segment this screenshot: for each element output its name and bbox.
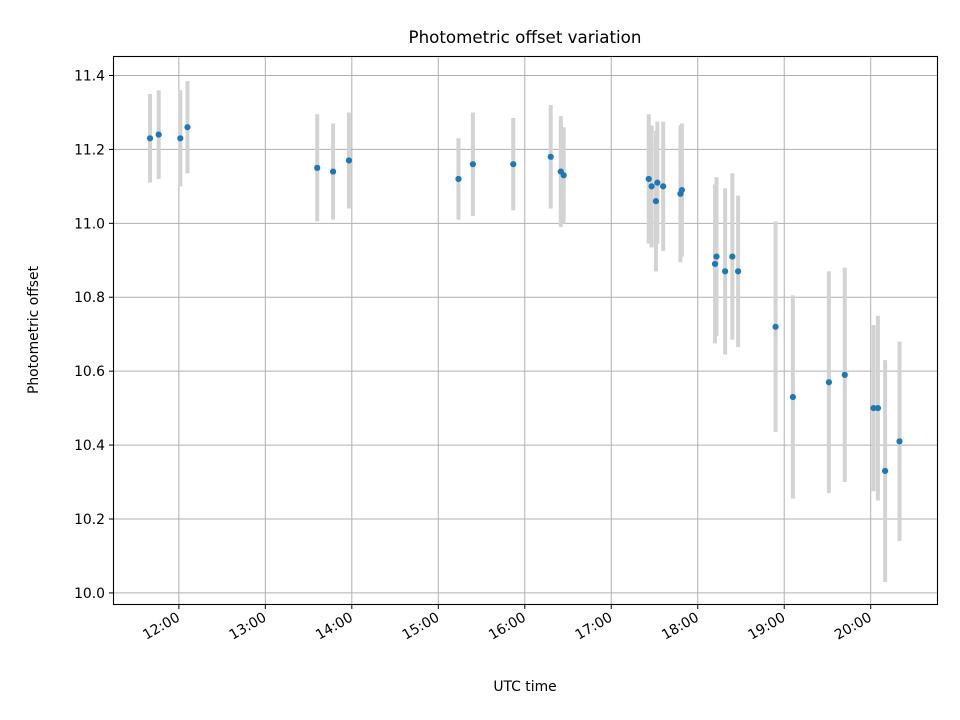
data-point bbox=[874, 405, 882, 412]
data-point bbox=[729, 253, 736, 260]
data-point bbox=[870, 405, 877, 412]
data-point bbox=[722, 268, 729, 275]
data-points bbox=[146, 124, 903, 475]
data-point bbox=[825, 379, 833, 386]
data-point bbox=[510, 161, 517, 168]
data-point bbox=[177, 135, 184, 142]
data-point bbox=[547, 153, 554, 160]
data-point bbox=[711, 260, 719, 268]
data-point bbox=[789, 393, 796, 401]
data-point bbox=[772, 323, 779, 330]
plot-frame bbox=[112, 55, 939, 606]
data-point bbox=[155, 131, 162, 138]
y-tick-label: 10.4 bbox=[74, 438, 105, 454]
y-axis-label: Photometric offset bbox=[26, 265, 42, 394]
data-point bbox=[896, 438, 903, 445]
data-point bbox=[652, 198, 660, 205]
y-tick-label: 10.6 bbox=[74, 364, 105, 380]
y-tick-label: 10.0 bbox=[74, 586, 105, 602]
data-point bbox=[678, 186, 685, 194]
x-axis-label: UTC time bbox=[493, 679, 556, 695]
data-point bbox=[648, 183, 655, 190]
data-point bbox=[841, 371, 848, 378]
data-point bbox=[314, 164, 321, 171]
data-point bbox=[184, 124, 191, 131]
y-tick-label: 10.2 bbox=[74, 512, 105, 528]
y-tick-label: 11.4 bbox=[74, 68, 105, 84]
data-point bbox=[455, 175, 462, 183]
y-axis: 10.0 10.2 10.4 10.6 10.8 11.0 11.2 11.4 bbox=[74, 68, 114, 602]
data-point bbox=[654, 179, 661, 186]
data-point bbox=[560, 172, 567, 179]
data-point bbox=[146, 135, 154, 142]
data-point bbox=[660, 183, 667, 190]
data-point bbox=[713, 253, 720, 260]
chart-title: Photometric offset variation bbox=[409, 27, 642, 47]
data-point bbox=[882, 467, 889, 475]
data-point bbox=[345, 157, 353, 164]
data-point bbox=[645, 175, 652, 183]
grid-lines bbox=[114, 57, 937, 604]
data-point bbox=[734, 268, 742, 275]
data-point bbox=[469, 161, 476, 168]
y-tick-label: 10.8 bbox=[74, 290, 105, 306]
data-point bbox=[329, 168, 337, 175]
y-tick-label: 11.0 bbox=[74, 216, 105, 232]
y-tick-label: 11.2 bbox=[74, 142, 105, 158]
